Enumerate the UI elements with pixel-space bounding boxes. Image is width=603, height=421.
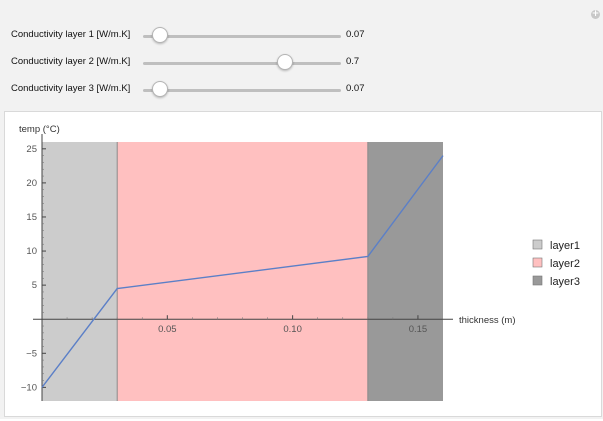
legend-swatch-layer1: [532, 239, 543, 250]
layer-band-layer2: [117, 142, 368, 401]
control-label: Conductivity layer 3 [W/m.K]: [11, 83, 131, 94]
x-axis-label: thickness (m): [459, 315, 515, 326]
control-value: 0.07: [346, 83, 365, 94]
slider-thumb[interactable]: [151, 81, 168, 97]
legend-label-layer2: layer2: [550, 258, 580, 270]
x-tick-label: 0.05: [158, 324, 177, 335]
y-tick-label: 20: [26, 178, 37, 189]
control-value: 0.07: [346, 29, 365, 40]
add-icon[interactable]: +: [591, 9, 600, 19]
slider-thumb[interactable]: [151, 27, 168, 43]
y-axis-label: temp (°C): [19, 124, 60, 135]
control-value: 0.7: [346, 56, 360, 67]
legend-swatch-layer3: [532, 275, 543, 286]
x-tick-label: 0.15: [409, 324, 428, 335]
legend-label-layer3: layer3: [550, 276, 580, 288]
temperature-line: [41, 155, 444, 388]
control-label: Conductivity layer 1 [W/m.K]: [11, 29, 131, 40]
y-tick-label: 5: [32, 280, 37, 291]
slider-track[interactable]: [143, 89, 341, 92]
legend-label-layer1: layer1: [550, 240, 580, 252]
plot-area: temp (°C) thickness (m) −10 −5 5 10 15 20 25 0.05…: [4, 111, 602, 417]
slider-thumb[interactable]: [276, 54, 293, 70]
legend-swatch-layer2: [532, 257, 543, 268]
y-tick-label: −5: [26, 348, 37, 359]
y-tick-label: 15: [26, 212, 37, 223]
slider-track[interactable]: [143, 35, 341, 38]
y-tick-label: −10: [21, 382, 37, 393]
temperature-chart: temp (°C) thickness (m) −10 −5 5 10 15 20 25 0.05…: [19, 124, 580, 401]
control-label: Conductivity layer 2 [W/m.K]: [11, 56, 131, 67]
x-tick-label: 0.10: [283, 324, 302, 335]
y-tick-label: 25: [26, 144, 37, 155]
layer-band-layer3: [367, 142, 443, 401]
y-tick-label: 10: [26, 246, 37, 257]
slider-track[interactable]: [143, 62, 341, 65]
layer-band-layer1: [42, 142, 118, 401]
